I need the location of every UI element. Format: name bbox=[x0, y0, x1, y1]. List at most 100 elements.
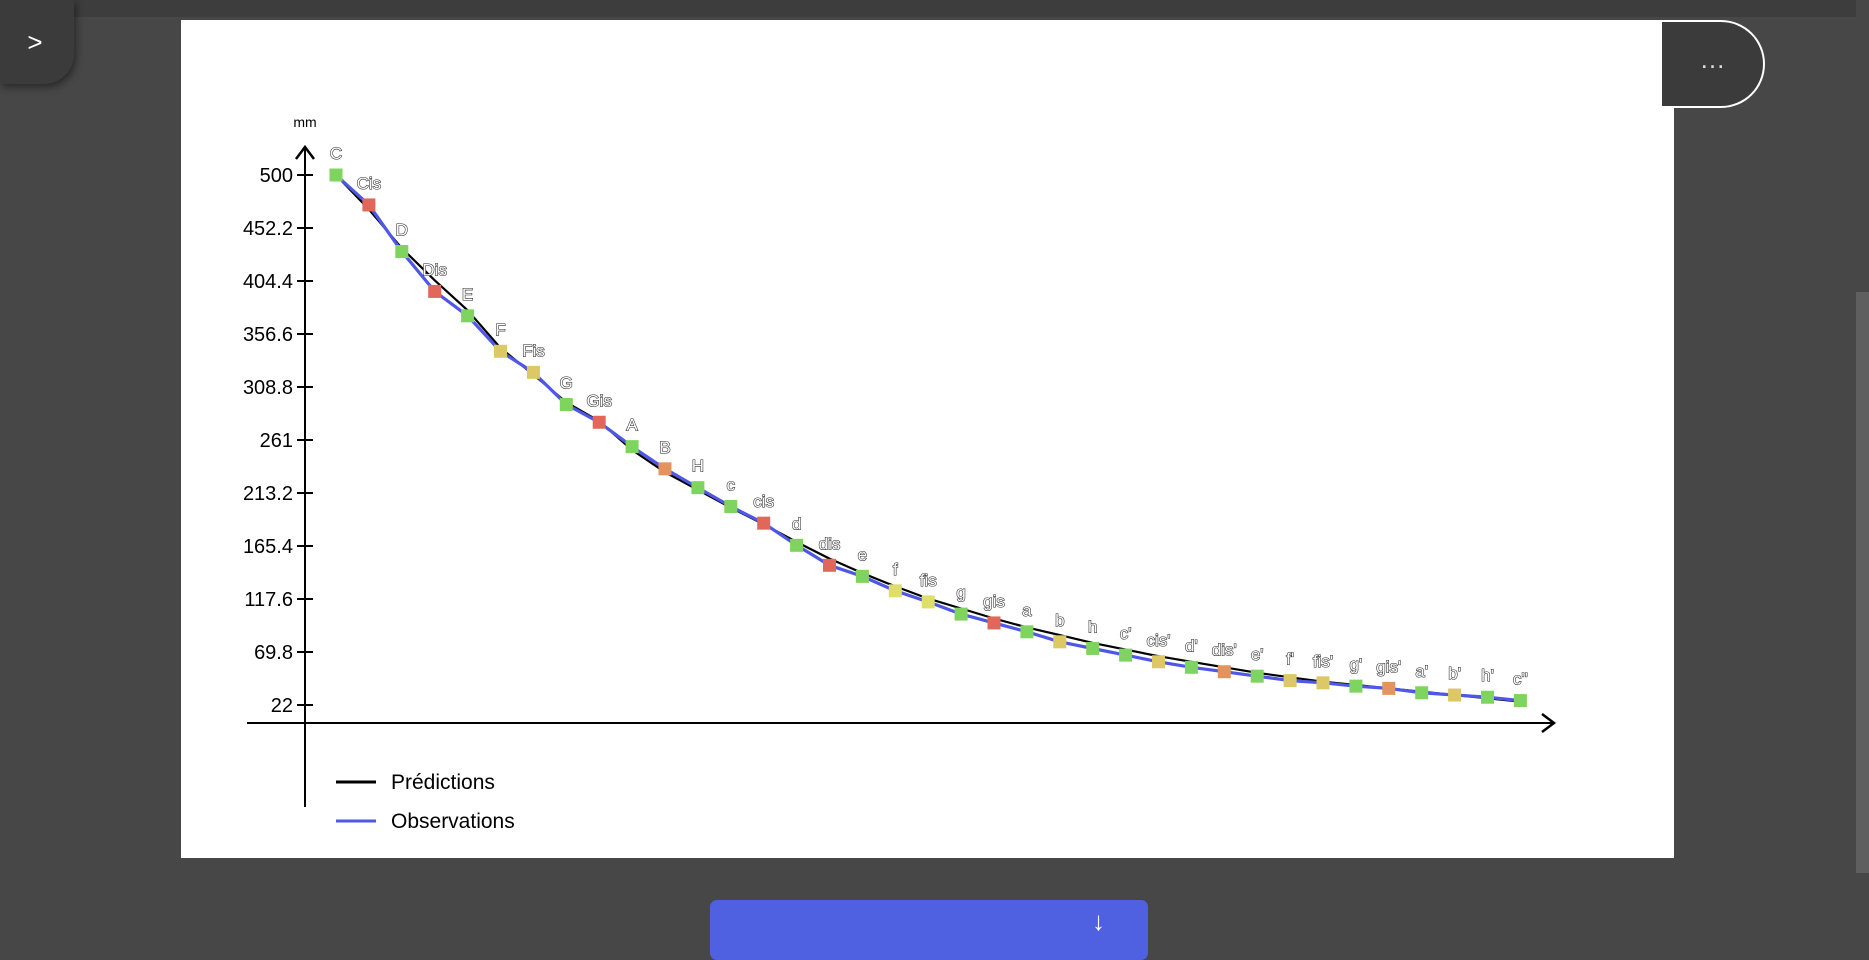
data-point-marker bbox=[1382, 681, 1396, 695]
data-point-marker bbox=[691, 481, 705, 495]
note-label: c'' bbox=[1513, 670, 1528, 689]
y-tick-label: 404.4 bbox=[243, 271, 293, 293]
data-point-marker bbox=[1316, 676, 1330, 690]
notes-length-chart: mm 500 452.2 404.4 356.6 308.8 261 213.2 165.4 11… bbox=[243, 114, 1557, 833]
note-label: E bbox=[462, 285, 473, 304]
data-point-marker bbox=[823, 558, 836, 572]
y-tick-label: 117.6 bbox=[244, 589, 293, 611]
data-point-marker bbox=[559, 398, 573, 412]
data-point-marker bbox=[954, 607, 968, 621]
note-label: c bbox=[727, 476, 736, 495]
note-label: d bbox=[792, 514, 801, 533]
note-label: a' bbox=[1415, 662, 1428, 681]
note-label: dis bbox=[819, 534, 841, 553]
data-point-marker bbox=[1250, 669, 1264, 683]
note-label: B bbox=[659, 438, 670, 457]
chevron-right-icon: > bbox=[27, 26, 43, 57]
note-label: dis' bbox=[1212, 641, 1237, 660]
data-point-marker bbox=[1217, 665, 1231, 679]
note-label: Dis bbox=[422, 260, 447, 279]
legend-label: Observations bbox=[391, 810, 515, 833]
data-point-marker bbox=[592, 415, 606, 429]
data-point-marker bbox=[658, 462, 672, 476]
observation-line bbox=[334, 173, 1521, 703]
data-point-marker bbox=[329, 168, 343, 182]
note-label: Cis bbox=[357, 174, 382, 193]
more-menu-button[interactable]: … bbox=[1662, 20, 1765, 108]
legend-label: Prédictions bbox=[391, 771, 495, 794]
note-label: h' bbox=[1481, 666, 1494, 685]
data-point-marker bbox=[1415, 686, 1429, 700]
data-point-marker bbox=[1184, 660, 1198, 674]
y-tick-label: 500 bbox=[260, 165, 293, 187]
download-button[interactable]: ↓ bbox=[710, 900, 1148, 960]
data-point-marker bbox=[987, 616, 1001, 630]
scrollbar-thumb[interactable] bbox=[1856, 292, 1869, 873]
y-axis-arrow bbox=[295, 144, 315, 160]
y-tick-label: 452.2 bbox=[243, 218, 293, 240]
note-label: b bbox=[1055, 611, 1064, 630]
note-label: fis' bbox=[1313, 652, 1333, 671]
note-label: gis bbox=[983, 592, 1005, 611]
note-label: C bbox=[330, 144, 342, 163]
y-tick-label: 165.4 bbox=[243, 536, 293, 558]
note-label: b' bbox=[1448, 664, 1461, 683]
note-label: cis' bbox=[1146, 631, 1170, 650]
note-label: e bbox=[858, 545, 867, 564]
x-axis-arrow bbox=[1541, 713, 1557, 733]
note-label: A bbox=[626, 416, 638, 435]
data-point-marker bbox=[921, 595, 935, 609]
data-point-marker bbox=[1349, 679, 1363, 693]
note-label: G bbox=[560, 374, 573, 393]
note-label: fis bbox=[920, 571, 937, 590]
note-label: cis bbox=[753, 492, 774, 511]
note-label: f' bbox=[1286, 650, 1294, 669]
data-point-marker bbox=[1020, 625, 1034, 639]
note-label: H bbox=[692, 457, 704, 476]
note-label: c' bbox=[1120, 624, 1132, 643]
note-label: g bbox=[956, 583, 965, 602]
note-label: d' bbox=[1185, 636, 1198, 655]
data-point-marker bbox=[395, 245, 409, 259]
y-tick-label: 308.8 bbox=[243, 377, 293, 399]
data-point-marker bbox=[757, 516, 771, 530]
sidebar-toggle-button[interactable]: > bbox=[0, 0, 74, 84]
note-label: Gis bbox=[586, 391, 612, 410]
note-label: g' bbox=[1350, 655, 1363, 674]
data-point-marker bbox=[1053, 635, 1067, 649]
y-tick-label: 356.6 bbox=[243, 324, 293, 346]
arrow-down-icon: ↓ bbox=[1092, 906, 1105, 936]
data-point-marker bbox=[526, 365, 540, 379]
prediction-line bbox=[335, 174, 1521, 703]
data-point-marker bbox=[1513, 694, 1527, 708]
note-label: e' bbox=[1251, 645, 1264, 664]
y-axis-unit: mm bbox=[293, 114, 316, 130]
y-tick-label: 69.8 bbox=[254, 642, 293, 664]
data-point-marker bbox=[362, 198, 376, 212]
note-label: gis' bbox=[1376, 657, 1401, 676]
note-label: f bbox=[893, 560, 898, 579]
y-tick-label: 22 bbox=[271, 695, 293, 717]
data-point-marker bbox=[790, 538, 804, 552]
note-label: D bbox=[396, 221, 408, 240]
more-icon: … bbox=[1699, 43, 1726, 74]
note-label: Fis bbox=[522, 341, 545, 360]
data-point-marker bbox=[461, 309, 475, 323]
data-point-marker bbox=[1119, 648, 1133, 662]
data-point-marker bbox=[494, 344, 507, 358]
y-tick-label: 213.2 bbox=[243, 483, 293, 505]
note-label: h bbox=[1088, 617, 1097, 636]
data-point-marker bbox=[1152, 655, 1165, 669]
data-point-marker bbox=[888, 584, 902, 598]
y-tick-label: 261 bbox=[260, 430, 293, 452]
data-point-marker bbox=[1481, 690, 1494, 704]
data-point-marker bbox=[855, 569, 869, 583]
top-bar bbox=[0, 0, 1869, 17]
scrollbar[interactable] bbox=[1856, 0, 1869, 933]
data-point-marker bbox=[1448, 688, 1462, 702]
note-label: F bbox=[495, 320, 505, 339]
data-point-marker bbox=[1283, 674, 1297, 688]
data-point-marker bbox=[625, 440, 639, 454]
data-point-marker bbox=[724, 500, 738, 514]
data-point-marker bbox=[428, 284, 442, 298]
